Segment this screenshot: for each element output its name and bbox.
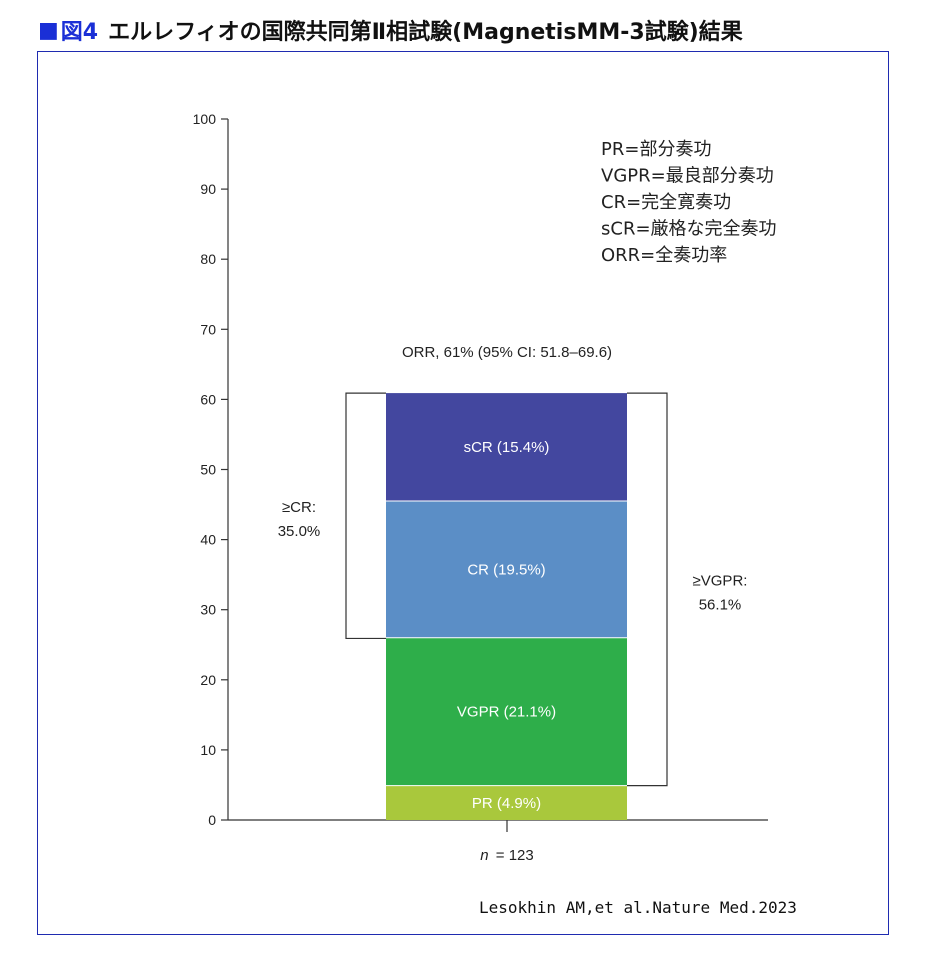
- y-tick-label: 100: [193, 111, 217, 127]
- legend-item: sCR=厳格な完全奏功: [601, 219, 777, 240]
- bracket-left: [345, 392, 386, 640]
- y-tick-label: 0: [208, 812, 216, 828]
- bar-segment-scr: [386, 393, 627, 502]
- figure-title-text: エルレフィオの国際共同第Ⅱ相試験(MagnetisMM-3試験)結果: [108, 20, 743, 45]
- category-label-value: = 123: [496, 847, 534, 864]
- figure-frame: [37, 51, 889, 935]
- bar-label-scr: sCR (15.4%): [464, 439, 550, 456]
- bar-segment-cr: [386, 501, 627, 638]
- legend-item: ORR=全奏功率: [601, 245, 727, 266]
- bar-stack: [386, 393, 627, 820]
- y-tick-label: 40: [200, 532, 216, 548]
- y-tick-label: 10: [200, 742, 216, 758]
- legend: PR=部分奏功 VGPR=最良部分奏功 CR=完全寛奏功 sCR=厳格な完全奏功 ORR…: [601, 139, 777, 266]
- title-square-icon: ■: [38, 17, 59, 43]
- bracket-label-left: ≥CR:: [282, 499, 316, 516]
- bracket-label-right: ≥VGPR:: [693, 572, 748, 589]
- bar-label-cr: CR (19.5%): [467, 561, 545, 578]
- y-tick-label: 30: [200, 602, 216, 618]
- bar-labels: PR (4.9%) VGPR (21.1%) CR (19.5%) sCR (15.4…: [457, 439, 556, 812]
- y-axis: 0 10 20 30 40 50 60 70 80 90 100: [193, 111, 768, 832]
- bracket-right: [627, 392, 668, 787]
- y-tick-label: 80: [200, 251, 216, 267]
- category-label: n = 123: [480, 847, 533, 864]
- bar-label-pr: PR (4.9%): [472, 795, 541, 812]
- source-citation: Lesokhin AM,et al.Nature Med.2023: [479, 898, 797, 917]
- bar-label-vgpr: VGPR (21.1%): [457, 704, 556, 721]
- figure-number: 図4: [60, 20, 99, 45]
- orr-annotation: ORR, 61% (95% CI: 51.8–69.6): [402, 344, 612, 361]
- legend-item: CR=完全寛奏功: [601, 192, 731, 213]
- y-tick-label: 90: [200, 181, 216, 197]
- bracket-label-left: 35.0%: [278, 523, 321, 540]
- y-tick-label: 50: [200, 462, 216, 478]
- legend-item: PR=部分奏功: [601, 139, 711, 160]
- brackets: ≥CR: 35.0% ≥VGPR: 56.1%: [278, 392, 748, 787]
- bar-segment-vgpr: [386, 637, 627, 786]
- figure-title: ■ 図4 エルレフィオの国際共同第Ⅱ相試験(MagnetisMM-3試験)結果: [38, 14, 743, 46]
- y-tick-label: 60: [200, 391, 216, 407]
- category-label-n: n: [480, 847, 488, 864]
- y-tick-label: 20: [200, 672, 216, 688]
- y-tick-label: 70: [200, 321, 216, 337]
- bar-segment-pr: [386, 785, 627, 820]
- bracket-label-right: 56.1%: [699, 596, 742, 613]
- legend-item: VGPR=最良部分奏功: [601, 166, 774, 187]
